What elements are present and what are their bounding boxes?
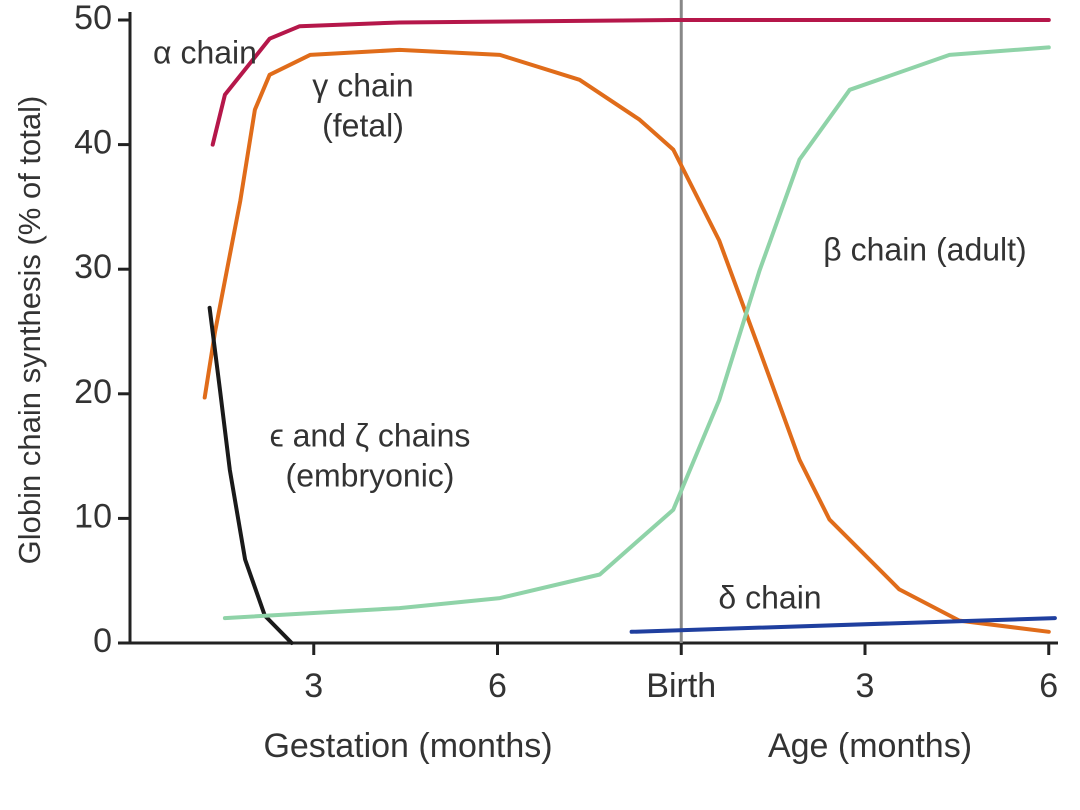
series-line xyxy=(222,45,1051,621)
annotation: δ chain xyxy=(718,579,821,615)
x-tick-label: Birth xyxy=(646,667,716,705)
x-tick-label: 6 xyxy=(488,667,507,705)
x-axis-label: Gestation (months) xyxy=(263,727,552,765)
series-line xyxy=(210,18,1051,147)
annotation: ϵ and ζ chains xyxy=(270,417,471,453)
series-line xyxy=(207,305,294,645)
annotation: (fetal) xyxy=(322,107,404,143)
y-tick-label: 0 xyxy=(93,622,112,660)
series-line xyxy=(629,616,1057,634)
y-axis-label: Globin chain synthesis (% of total) xyxy=(12,96,47,565)
x-tick-label: 6 xyxy=(1039,667,1058,705)
annotation: β chain (adult) xyxy=(823,231,1026,267)
x-tick-label: 3 xyxy=(304,667,323,705)
series-line xyxy=(202,47,1051,634)
annotation: γ chain xyxy=(312,67,413,103)
y-tick-label: 50 xyxy=(74,0,112,37)
y-tick-label: 20 xyxy=(74,373,112,411)
y-tick-label: 40 xyxy=(74,124,112,162)
annotation: α chain xyxy=(153,34,257,70)
annotation: (embryonic) xyxy=(286,457,455,493)
y-tick-label: 30 xyxy=(74,248,112,286)
x-axis-label: Age (months) xyxy=(768,727,972,765)
y-tick-label: 10 xyxy=(74,497,112,535)
x-tick-label: 3 xyxy=(856,667,875,705)
